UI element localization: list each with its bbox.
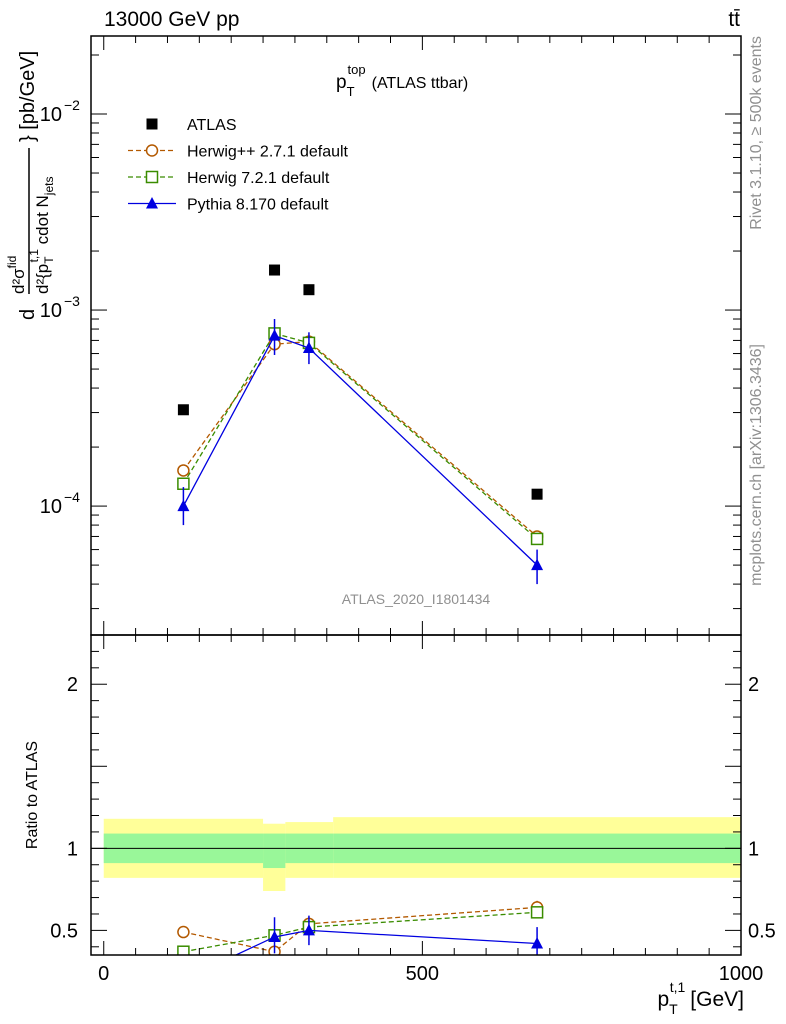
ratio-frame (90, 634, 742, 956)
ratio-y-tick-label-left: 0.5 (50, 920, 78, 942)
plot-title-rest: (ATLAS ttbar) (372, 75, 469, 92)
y-axis-label: d d²σfid d²{pTt,1 cdot Njets } [pb/GeV] (5, 51, 56, 320)
x-label-var: p (657, 988, 669, 1011)
legend-entry-1: Herwig++ 2.7.1 default (128, 144, 349, 161)
main-point (268, 329, 281, 341)
main-point (177, 499, 190, 512)
main-series-1 (177, 335, 544, 543)
y-tick-label: 10 (40, 300, 62, 322)
y-tick-label-exp: −3 (64, 293, 80, 309)
main-series-2 (177, 327, 544, 546)
x-axis-label: pTt,1[GeV] (657, 979, 744, 1017)
plot-title-var: p (336, 72, 347, 93)
y-label-den-mid: cdot N (33, 195, 52, 249)
plot-title-sup: top (348, 62, 366, 77)
legend-marker (146, 118, 158, 130)
plot-title: pTtop (ATLAS ttbar) (336, 62, 468, 99)
legend-marker (145, 170, 159, 184)
main-point (531, 488, 543, 500)
legend-entry-3: Pythia 8.170 default (128, 197, 329, 214)
main-series-line-3 (182, 334, 538, 566)
process-label: tt̄ (728, 8, 740, 31)
svg-text:} [pb/GeV]: } [pb/GeV] (17, 51, 39, 142)
y-tick-label: 10 (40, 104, 62, 126)
ratio-point (268, 930, 281, 942)
main-point (269, 264, 281, 276)
ratio-band-inner-1 (263, 833, 286, 869)
main-series-0 (177, 264, 543, 500)
ratio-series-1 (177, 906, 544, 955)
legend-label: ATLAS (187, 117, 237, 134)
main-point (530, 532, 544, 546)
legend: ATLAS Herwig++ 2.7.1 default Herwig 7.2.1 … (128, 117, 349, 214)
ratio-series-group (177, 900, 544, 985)
ratio-point (177, 945, 190, 955)
main-point (531, 558, 544, 571)
main-point (177, 464, 190, 477)
ratio-point (531, 937, 544, 949)
ratio-plot (177, 900, 544, 985)
main-plot (177, 264, 544, 585)
ratio-series-line-1 (183, 911, 538, 953)
x-label-sup: t,1 (670, 979, 686, 995)
ratio-y-tick-label-left: 1 (67, 838, 78, 860)
svg-text:d: d (17, 309, 39, 320)
site-label: mcplots.cern.ch [arXiv:1306.3436] (748, 344, 765, 586)
legend-entry-0: ATLAS (146, 117, 237, 134)
analysis-watermark: ATLAS_2020_I1801434 (342, 591, 491, 607)
main-point (177, 404, 189, 416)
svg-text:d²σfid: d²σfid (5, 256, 28, 294)
main-point (303, 284, 315, 296)
legend-label: Herwig 7.2.1 default (187, 170, 330, 187)
y-tick-label-exp: −4 (64, 489, 80, 505)
x-tick-label: 1000 (719, 963, 764, 985)
y-label-den-sub: T (42, 256, 56, 264)
main-series-3 (177, 319, 544, 585)
ratio-series-line-2 (234, 929, 538, 955)
y-label-den-sup: t,1 (27, 249, 41, 263)
ratio-point (302, 923, 315, 936)
main-series-line-1 (182, 340, 538, 537)
y-label-den: d²{p (33, 264, 52, 294)
y-tick-label: 10 (40, 496, 62, 518)
ratio-point (530, 906, 544, 919)
y-tick-label-exp: −2 (64, 97, 80, 113)
ratio-bands (91, 817, 741, 891)
legend-marker (145, 144, 159, 157)
plot-title-sub: T (347, 84, 355, 99)
legend-label: Pythia 8.170 default (187, 197, 329, 214)
rivet-label: Rivet 3.1.10, ≥ 500k events (748, 36, 765, 230)
energy-label: 13000 GeV pp (104, 8, 239, 31)
ratio-series-2 (177, 915, 544, 985)
main-series-line-2 (182, 332, 538, 540)
y-label-unit: } [pb/GeV] (17, 51, 39, 142)
ratio-point (177, 925, 190, 939)
x-tick-label: 0 (98, 963, 109, 985)
x-label-sub: T (669, 1001, 678, 1017)
y-label-d: d (17, 309, 39, 320)
ratio-y-tick-label-right: 1 (748, 838, 759, 860)
ratio-point (177, 973, 189, 985)
y-label-num-sup: fid (5, 256, 19, 269)
x-tick-label: 500 (406, 963, 439, 985)
ratio-y-tick-label-right: 2 (748, 674, 759, 696)
ratio-series-0 (177, 900, 544, 955)
ratio-y-tick-label-left: 2 (67, 674, 78, 696)
main-point (302, 341, 315, 354)
y-label-den-sub2: jets (42, 177, 56, 197)
ratio-y-tick-label-right: 0.5 (748, 920, 776, 942)
y-label-num: d²σ (9, 268, 28, 294)
legend-entry-2: Herwig 7.2.1 default (128, 170, 330, 187)
svg-text:d²{pTt,1 cdot Njets: d²{pTt,1 cdot Njets (27, 177, 56, 294)
legend-label: Herwig++ 2.7.1 default (187, 144, 349, 161)
legend-marker (146, 197, 158, 209)
x-label-unit: [GeV] (690, 988, 744, 1011)
ratio-series-line-0 (183, 906, 538, 953)
ratio-y-label: Ratio to ATLAS (24, 741, 41, 849)
